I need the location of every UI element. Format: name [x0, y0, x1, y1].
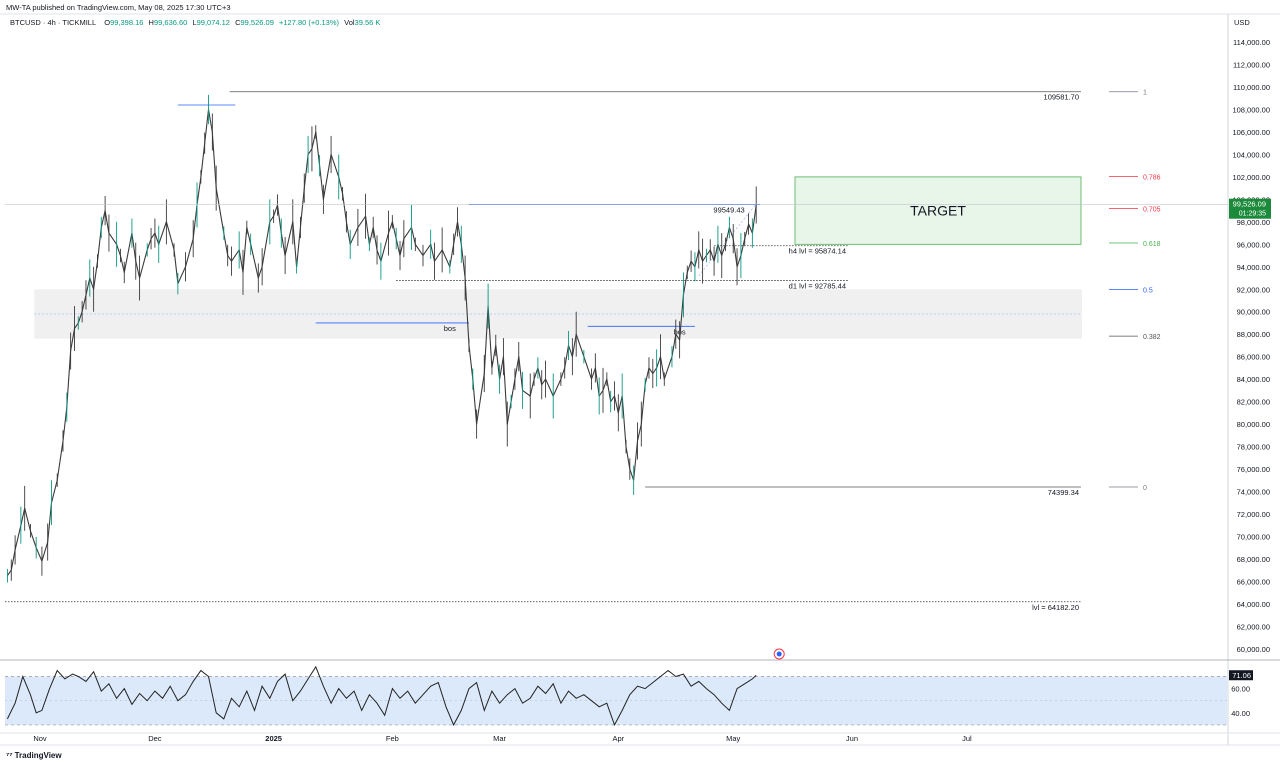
fib-level-label: 0.382 — [1143, 334, 1161, 341]
last-price-value: 99,526.09 — [1233, 200, 1266, 209]
price-tick-label: 62,000.00 — [1237, 622, 1270, 631]
time-tick-label: 2025 — [265, 734, 282, 743]
symbol-label[interactable]: BTCUSD · 4h · TICKMILL — [10, 18, 97, 27]
change-value: +127.80 (+0.13%) — [278, 18, 340, 27]
time-tick-label: Mar — [493, 734, 506, 743]
price-tick-label: 60,000.00 — [1237, 645, 1270, 654]
price-tick-label: 72,000.00 — [1237, 510, 1270, 519]
low-key: L — [192, 18, 197, 27]
open-key: O — [104, 18, 111, 27]
price-tick-label: 88,000.00 — [1237, 330, 1270, 339]
price-tick-label: 70,000.00 — [1237, 532, 1270, 541]
price-tick-label: 98,000.00 — [1237, 218, 1270, 227]
price-tick-label: 90,000.00 — [1237, 308, 1270, 317]
high-key: H — [148, 18, 154, 27]
time-tick-label: Apr — [612, 734, 624, 743]
fib-level-label: 0.618 — [1143, 241, 1161, 248]
price-tick-label: 86,000.00 — [1237, 353, 1270, 362]
price-tick-label: 110,000.00 — [1233, 83, 1270, 92]
price-tick-label: 108,000.00 — [1232, 105, 1270, 114]
low-value: 99,074.12 — [196, 18, 230, 27]
time-tick-label: Dec — [148, 734, 162, 743]
price-tick-label: 66,000.00 — [1237, 577, 1270, 586]
chart-legend: BTCUSD · 4h · TICKMILL O99,398.16 H99,63… — [10, 18, 383, 27]
rsi-tick-label: 40.00 — [1231, 709, 1250, 718]
brand-label: TradingView — [14, 751, 62, 760]
price-tick-label: 78,000.00 — [1237, 443, 1270, 452]
countdown-value: 01:29:35 — [1239, 211, 1266, 218]
volume-value: 39.56 K — [354, 18, 381, 27]
target-box — [794, 176, 1082, 245]
time-tick-label: Nov — [33, 734, 47, 743]
close-value: 99,526.09 — [240, 18, 274, 27]
time-tick-label: Jul — [962, 734, 972, 743]
fib-level-label: 0.786 — [1143, 174, 1161, 181]
rsi-value-label: 71.06 — [1232, 671, 1251, 680]
h4-level-label: h4 lvl = 95874.14 — [789, 247, 846, 256]
range-high-label: 99549.43 — [713, 205, 744, 214]
low-level-label: 74399.34 — [1048, 488, 1079, 497]
rsi-tick-label: 60.00 — [1231, 685, 1250, 694]
price-tick-label: 64,000.00 — [1237, 600, 1270, 609]
price-tick-label: 92,000.00 — [1237, 285, 1270, 294]
fib-level-label: 0 — [1143, 485, 1147, 492]
time-tick-label: May — [726, 734, 740, 743]
fib-level-label: 1 — [1143, 90, 1147, 97]
price-tick-label: 74,000.00 — [1237, 487, 1270, 496]
price-tick-label: 94,000.00 — [1237, 263, 1270, 272]
fib-level-label: 0.5 — [1143, 287, 1153, 294]
price-tick-label: 112,000.00 — [1233, 61, 1270, 70]
price-tick-label: 84,000.00 — [1237, 375, 1270, 384]
price-tick-label: 102,000.00 — [1232, 173, 1270, 182]
lvl-64182-label: lvl = 64182.20 — [1032, 603, 1079, 612]
rsi-line — [6, 665, 757, 727]
price-tick-label: 114,000.00 — [1233, 38, 1270, 47]
time-tick-label: Jun — [846, 734, 858, 743]
channel-line — [698, 203, 757, 276]
last-price-tag — [1229, 198, 1271, 219]
price-tick-label: 68,000.00 — [1237, 555, 1270, 564]
us-event-flag-dot — [776, 651, 782, 657]
bos-label-1: bos — [444, 324, 456, 333]
price-tick-label: 82,000.00 — [1237, 398, 1270, 407]
price-tick-label: 96,000.00 — [1237, 240, 1270, 249]
price-tick-label: 76,000.00 — [1237, 465, 1270, 474]
price-tick-label: 104,000.00 — [1232, 150, 1270, 159]
price-series — [6, 108, 757, 577]
price-tick-label: 80,000.00 — [1237, 420, 1270, 429]
target-label: TARGET — [910, 203, 966, 219]
price-tick-label: 106,000.00 — [1232, 128, 1270, 137]
fib-level-label: 0.705 — [1143, 206, 1161, 213]
time-tick-label: Feb — [386, 734, 399, 743]
ath-level-label: 109581.70 — [1044, 93, 1079, 102]
tradingview-logo-icon: ⁷⁷ — [6, 751, 13, 760]
currency-label: USD — [1234, 18, 1250, 27]
open-value: 99,398.16 — [110, 18, 144, 27]
footer-brand[interactable]: ⁷⁷ TradingView — [6, 751, 62, 760]
d1-level-label: d1 lvl = 92785.44 — [789, 281, 846, 290]
high-value: 99,636.60 — [153, 18, 188, 27]
publish-info: MW-TA published on TradingView.com, May … — [6, 3, 231, 12]
rsi-value-tag — [1229, 670, 1253, 681]
close-key: C — [235, 18, 241, 27]
volume-key: Vol — [344, 18, 355, 27]
